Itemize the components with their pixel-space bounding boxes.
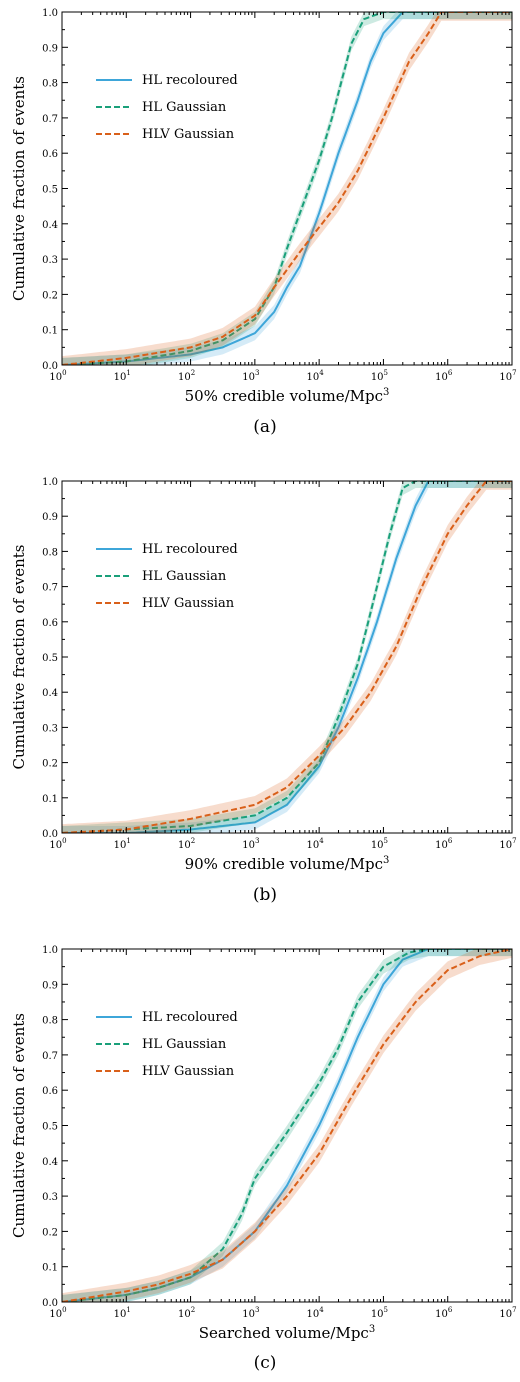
y-tick-label: 0.3: [42, 723, 58, 734]
x-tick-label: 106: [435, 837, 453, 851]
legend-label: HL Gaussian: [142, 569, 227, 584]
y-tick-label: 0.2: [42, 290, 58, 301]
x-axis-label: 90% credible volume/Mpc3: [185, 855, 390, 873]
x-tick-label: 106: [435, 369, 453, 383]
y-tick-label: 0.0: [42, 829, 58, 840]
x-tick-label: 105: [371, 837, 388, 851]
panel-caption: (b): [253, 885, 277, 905]
panel-caption: (a): [253, 417, 276, 437]
y-tick-label: 0.8: [42, 547, 58, 558]
y-tick-label: 0.0: [42, 361, 58, 372]
legend-label: HLV Gaussian: [142, 1064, 235, 1079]
y-tick-label: 0.5: [42, 1122, 58, 1133]
panel-caption: (c): [254, 1353, 277, 1373]
x-axis-label: Searched volume/Mpc3: [199, 1324, 375, 1342]
x-tick-label: 102: [178, 369, 195, 383]
chart-panel: 100 101 102 103 104 105 106 107 0.0 0.1 0.2 0.3 0.4 0…: [10, 477, 517, 905]
y-tick-label: 0.8: [42, 79, 58, 90]
series-line: [62, 949, 512, 1302]
y-tick-label: 0.7: [42, 1051, 58, 1062]
y-tick-label: 0.0: [42, 1298, 58, 1309]
series-band: [62, 481, 512, 833]
y-tick-label: 0.4: [42, 1157, 58, 1168]
y-tick-label: 0.6: [42, 149, 58, 160]
series-band: [62, 12, 512, 365]
y-tick-label: 0.1: [42, 1263, 58, 1274]
x-tick-label: 101: [114, 369, 131, 383]
plot-area: [62, 481, 512, 833]
legend-label: HL recoloured: [142, 1010, 238, 1025]
series-line: [62, 12, 512, 365]
x-tick-label: 104: [307, 837, 325, 851]
y-tick-label: 0.5: [42, 185, 58, 196]
plot-area: [62, 12, 512, 365]
y-tick-label: 0.9: [42, 43, 58, 54]
legend-label: HL recoloured: [142, 73, 238, 88]
y-tick-label: 0.1: [42, 794, 58, 805]
x-tick-label: 104: [307, 369, 325, 383]
legend-label: HL Gaussian: [142, 1037, 227, 1052]
y-tick-label: 0.1: [42, 326, 58, 337]
y-tick-label: 0.6: [42, 1086, 58, 1097]
y-tick-label: 0.9: [42, 980, 58, 991]
y-tick-label: 0.6: [42, 618, 58, 629]
series-line: [62, 481, 512, 833]
legend-label: HL recoloured: [142, 542, 238, 557]
x-tick-label: 106: [435, 1306, 453, 1320]
series-band: [62, 949, 512, 1302]
y-tick-label: 0.3: [42, 1192, 58, 1203]
series-line: [62, 481, 512, 833]
y-tick-label: 0.2: [42, 759, 58, 770]
x-tick-label: 100: [49, 837, 66, 851]
series-line: [62, 481, 512, 833]
x-tick-label: 103: [242, 1306, 259, 1320]
chart-panel: 100 101 102 103 104 105 106 107 0.0 0.1 0.2 0.3 0.4 0…: [10, 945, 517, 1373]
y-tick-label: 0.2: [42, 1227, 58, 1238]
y-tick-label: 0.7: [42, 114, 58, 125]
x-tick-label: 101: [114, 837, 131, 851]
y-axis-label: Cumulative fraction of events: [10, 76, 28, 301]
x-tick-label: 100: [49, 1306, 66, 1320]
y-tick-label: 1.0: [42, 945, 58, 956]
y-tick-label: 1.0: [42, 8, 58, 19]
y-axis-label: Cumulative fraction of events: [10, 1013, 28, 1238]
legend-label: HL Gaussian: [142, 100, 227, 115]
x-tick-label: 107: [499, 369, 516, 383]
y-tick-label: 1.0: [42, 477, 58, 488]
series-line: [62, 949, 512, 1302]
x-tick-label: 103: [242, 837, 259, 851]
plot-area: [62, 949, 512, 1302]
series-band: [62, 12, 512, 365]
series-line: [62, 12, 512, 365]
y-tick-label: 0.4: [42, 688, 58, 699]
legend-label: HLV Gaussian: [142, 596, 235, 611]
x-tick-label: 107: [499, 837, 516, 851]
x-tick-label: 105: [371, 369, 388, 383]
series-line: [62, 12, 512, 365]
x-axis-label: 50% credible volume/Mpc3: [185, 387, 390, 405]
x-tick-label: 102: [178, 1306, 195, 1320]
y-tick-label: 0.4: [42, 220, 58, 231]
x-tick-label: 107: [499, 1306, 516, 1320]
x-tick-label: 102: [178, 837, 195, 851]
x-tick-label: 101: [114, 1306, 131, 1320]
y-tick-label: 0.8: [42, 1016, 58, 1027]
plot-frame: [61, 11, 513, 366]
y-tick-label: 0.3: [42, 255, 58, 266]
x-tick-label: 104: [307, 1306, 325, 1320]
series-band: [62, 12, 512, 365]
chart-panel: 100 101 102 103 104 105 106 107 0.0 0.1 0.2 0.3 0.4 0…: [10, 8, 517, 437]
y-tick-label: 0.5: [42, 653, 58, 664]
y-axis-label: Cumulative fraction of events: [10, 544, 28, 769]
y-tick-label: 0.7: [42, 583, 58, 594]
x-tick-label: 105: [371, 1306, 388, 1320]
y-tick-label: 0.9: [42, 512, 58, 523]
x-tick-label: 100: [49, 369, 66, 383]
x-tick-label: 103: [242, 369, 259, 383]
legend-label: HLV Gaussian: [142, 127, 235, 142]
